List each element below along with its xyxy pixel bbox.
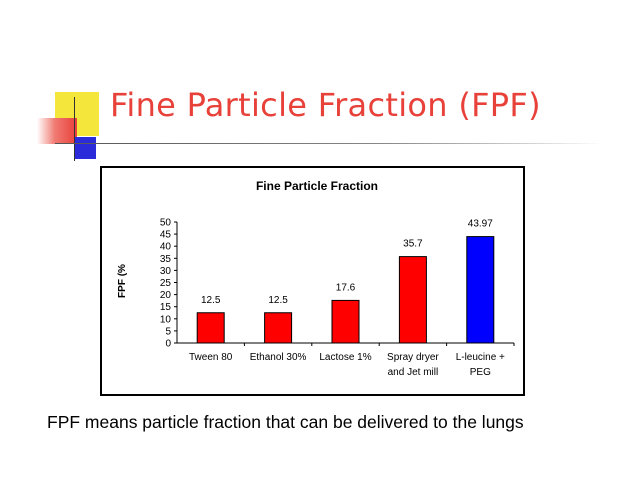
chart-frame: Fine Particle Fraction FPF (% 0 5 10 15 20 25… [100,166,525,396]
y-tick-label: 5 [165,326,171,337]
y-tick-label: 10 [160,314,172,325]
x-tick-label: and Jet mill [388,367,439,378]
data-label: 12.5 [268,295,288,306]
chart-title: Fine Particle Fraction [256,179,378,193]
bar-chart: Fine Particle Fraction FPF (% 0 510152025… [117,179,515,378]
x-tick-label: PEG [470,367,491,378]
decor-blue-square [74,137,96,159]
bar [331,299,360,344]
y-tick-label: 50 [160,218,172,229]
bar [196,312,225,344]
data-label: 43.97 [468,219,493,230]
data-label: 35.7 [403,239,423,250]
x-tick-label: Lactose 1% [319,352,371,363]
bar [264,312,293,344]
data-label: 17.6 [336,282,356,293]
y-tick-label: 15 [160,302,172,313]
x-tick-label: L-leucine + [456,352,505,363]
decor-vertical-line [74,97,75,161]
bar [466,236,495,344]
bar [398,256,427,344]
data-label: 12.5 [201,295,221,306]
x-tick-label: Spray dryer [387,352,439,363]
y-tick-label: 25 [160,278,172,289]
x-tick-label: Tween 80 [189,352,233,363]
decor-red-square [37,118,77,144]
slide-caption: FPF means particle fraction that can be … [47,412,524,432]
slide-title: Fine Particle Fraction (FPF) [110,86,541,124]
y-tick-label: 30 [160,266,172,277]
chart-bars: 12.5 12.5 17.6 35.7 43.97 [196,219,495,344]
y-tick-label: 0 [165,339,171,350]
y-tick-label: 20 [160,290,172,301]
x-tick-label: Ethanol 30% [250,352,307,363]
y-tick-label: 35 [160,254,172,265]
decor-horizontal-line [55,143,603,144]
y-tick-label: 45 [160,230,172,241]
y-axis-label: FPF (% [117,264,128,298]
y-tick-label: 40 [160,242,172,253]
